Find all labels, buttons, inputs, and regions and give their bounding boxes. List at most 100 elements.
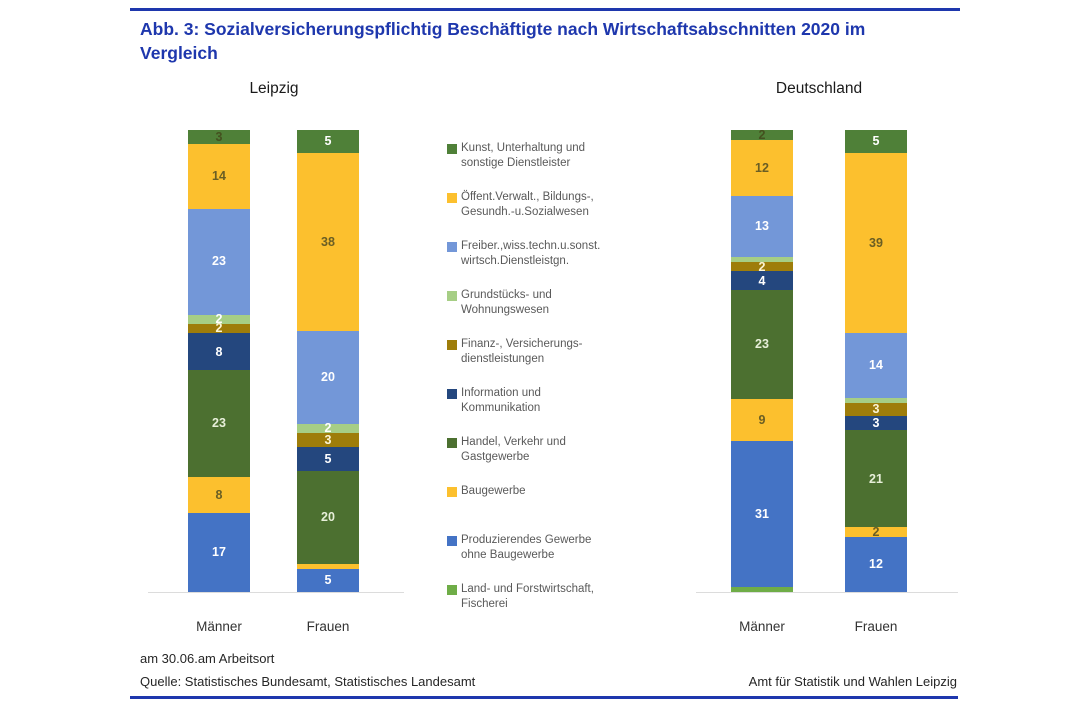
bar-segment-produzierendes: 17 (188, 513, 250, 592)
axis-label-deutschland-maenner: Männer (739, 619, 785, 634)
segment-value-label: 8 (215, 487, 223, 502)
legend-swatch-icon (447, 389, 457, 399)
legend-item-oeffent: Öffent.Verwalt., Bildungs-, Gesundh.-u.S… (447, 190, 677, 239)
segment-value-label: 31 (755, 506, 769, 521)
bar-segment-grundstuecks (731, 257, 793, 263)
segment-value-label: 2 (324, 421, 332, 436)
bar-segment-freiber: 14 (845, 333, 907, 398)
stacked-bar-leipzig-frauen: 5 20 5 3 2 20 38 5 (297, 130, 359, 592)
bar-segment-grundstuecks: 2 (188, 312, 250, 327)
bar-segment-freiber: 23 (188, 208, 250, 315)
bar-segment-grundstuecks: 2 (297, 421, 359, 436)
bar-segment-oeffent: 14 (188, 143, 250, 209)
stacked-bar-deutschland-frauen: 12 2 21 3 3 14 39 5 (845, 130, 907, 592)
segment-value-label: 3 (872, 402, 880, 417)
segment-value-label: 5 (872, 134, 880, 149)
bar-segment-finanz: 2 (188, 321, 250, 336)
bar-segment-information: 3 (845, 416, 907, 431)
segment-value-label: 23 (212, 254, 226, 269)
legend-item-freiber: Freiber.,wiss.techn.u.sonst. wirtsch.Die… (447, 239, 677, 288)
segment-value-label: 14 (212, 169, 226, 183)
segment-value-label: 4 (758, 273, 766, 288)
segment-value-label: 2 (872, 524, 880, 539)
bar-segment-baugewerbe: 8 (188, 476, 250, 514)
segment-value-label: 12 (869, 557, 883, 572)
bar-segment-kunst: 2 (731, 129, 793, 141)
bar-segment-produzierendes: 12 (845, 536, 907, 592)
segment-value-label: 3 (215, 129, 223, 144)
segment-value-label: 3 (872, 416, 880, 431)
segment-value-label: 17 (212, 545, 226, 560)
segment-value-label: 5 (324, 573, 332, 588)
legend-swatch-icon (447, 487, 457, 497)
stacked-bar-deutschland-maenner: 31 9 23 4 2 13 12 2 (731, 129, 793, 592)
segment-value-label: 2 (215, 312, 223, 327)
segment-value-label: 2 (758, 259, 766, 274)
bar-segment-handel: 23 (731, 290, 793, 399)
bar-segment-land (731, 587, 793, 592)
segment-value-label: 5 (324, 134, 332, 149)
bar-segment-oeffent: 38 (297, 153, 359, 331)
segment-value-label: 9 (758, 412, 766, 427)
legend-label: Finanz-, Versicherungs- dienstleistungen (461, 338, 583, 366)
bar-segment-grundstuecks (845, 397, 907, 403)
legend-item-kunst: Kunst, Unterhaltung und sonstige Dienstl… (447, 141, 677, 190)
bar-segment-produzierendes: 31 (731, 441, 793, 588)
legend-item-baugewerbe: Baugewerbe (447, 484, 677, 533)
group-title-leipzig: Leipzig (249, 80, 299, 97)
source-text: Quelle: Statistisches Bundesamt, Statist… (140, 674, 476, 689)
legend-label: Kunst, Unterhaltung und sonstige Dienstl… (461, 142, 586, 170)
legend-swatch-icon (447, 585, 457, 595)
segment-value-label: 13 (755, 219, 769, 234)
bar-segment-handel: 20 (297, 470, 359, 565)
legend-swatch-icon (447, 536, 457, 546)
bar-segment-kunst: 5 (845, 130, 907, 154)
bar-segment-finanz: 3 (845, 402, 907, 417)
bar-segment-handel: 23 (188, 370, 250, 477)
segment-value-label: 23 (212, 416, 226, 431)
publisher-text: Amt für Statistik und Wahlen Leipzig (748, 674, 957, 689)
bar-segment-finanz: 3 (297, 433, 359, 448)
legend-label: Information und Kommunikation (461, 387, 541, 415)
legend-swatch-icon (447, 242, 457, 252)
segment-value-label: 5 (324, 451, 332, 466)
legend-swatch-icon (447, 291, 457, 301)
bar-segment-baugewerbe: 9 (731, 398, 793, 442)
axis-label-leipzig-maenner: Männer (196, 619, 242, 634)
bar-segment-information: 4 (731, 271, 793, 291)
bar-segment-kunst: 5 (297, 130, 359, 154)
segment-value-label: 14 (869, 358, 883, 373)
segment-value-label: 3 (324, 433, 332, 448)
legend-label: Grundstücks- und Wohnungswesen (461, 289, 552, 317)
legend-label: Öffent.Verwalt., Bildungs-, Gesundh.-u.S… (461, 191, 594, 219)
legend: Kunst, Unterhaltung und sonstige Dienstl… (447, 141, 677, 631)
segment-value-label: 2 (215, 321, 223, 336)
segment-value-label: 20 (321, 370, 335, 385)
bar-segment-freiber: 20 (297, 330, 359, 425)
legend-swatch-icon (447, 193, 457, 203)
stacked-bar-leipzig-maenner: 17 8 23 8 2 2 23 14 3 (188, 130, 250, 592)
segment-value-label: 8 (215, 344, 223, 359)
legend-swatch-icon (447, 144, 457, 154)
bar-segment-information: 8 (188, 333, 250, 371)
segment-value-label: 12 (755, 160, 769, 175)
legend-item-land: Land- und Forstwirtschaft, Fischerei (447, 582, 677, 631)
axis-label-deutschland-frauen: Frauen (854, 619, 898, 634)
legend-item-grundstuecks: Grundstücks- und Wohnungswesen (447, 288, 677, 337)
legend-label: Produzierendes Gewerbe ohne Baugewerbe (461, 534, 592, 562)
bar-segment-oeffent: 39 (845, 153, 907, 334)
bar-segment-kunst: 3 (188, 130, 250, 144)
axis-label-leipzig-frauen: Frauen (306, 619, 350, 634)
bar-segment-produzierendes: 5 (297, 568, 359, 592)
segment-value-label: 23 (755, 337, 769, 352)
segment-value-label: 20 (321, 510, 335, 525)
legend-item-information: Information und Kommunikation (447, 386, 677, 435)
x-axis-line-leipzig (148, 592, 404, 593)
x-axis-line-deutschland (696, 592, 958, 593)
bar-segment-information: 5 (297, 447, 359, 471)
legend-label: Freiber.,wiss.techn.u.sonst. wirtsch.Die… (461, 240, 601, 268)
segment-value-label: 38 (321, 234, 335, 249)
bar-segment-freiber: 13 (731, 196, 793, 258)
figure-title: Abb. 3: Sozialversicherungspflichtig Bes… (140, 19, 866, 63)
